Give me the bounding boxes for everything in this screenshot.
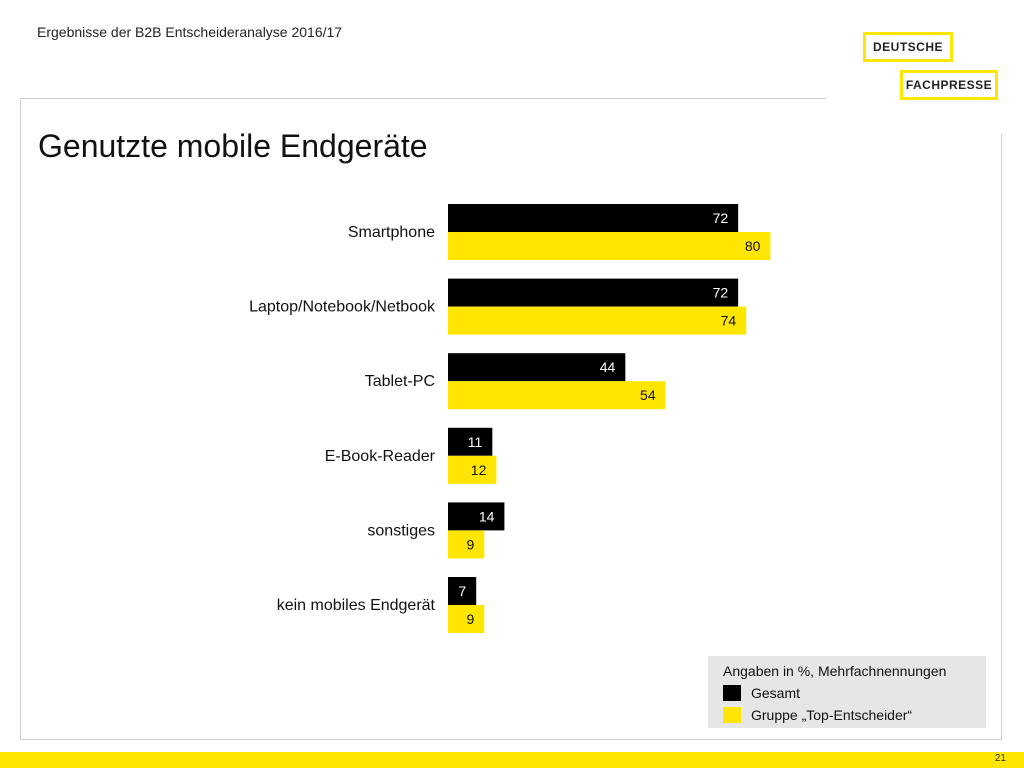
header-text: Ergebnisse der B2B Entscheideranalyse 20… [37,24,343,40]
data-label: 11 [468,434,483,450]
bar-top [448,306,747,335]
bar-gesamt [448,278,739,307]
legend-label-top: Gruppe „Top-Entscheider“ [751,707,913,723]
data-label: 9 [466,536,474,552]
content-frame [20,98,1002,740]
bar-top [448,232,771,260]
footer-bar: 21 [0,752,1024,768]
bar-gesamt [448,427,493,456]
data-label: 54 [640,387,656,403]
legend-item-top: Gruppe „Top-Entscheider“ [723,707,912,723]
data-label: 7 [458,583,466,599]
data-label: 72 [713,285,729,301]
bar-top [448,530,485,559]
category-label: Laptop/Notebook/Netbook [249,299,436,316]
legend-swatch-gesamt [723,685,741,701]
category-label: E-Book-Reader [325,448,436,465]
category-label: Smartphone [348,224,435,241]
logo-line-2: FACHPRESSE [900,70,998,100]
bar-top [448,455,497,484]
data-label: 74 [721,313,737,329]
data-label: 44 [600,359,616,375]
bar-top [448,605,485,633]
bar-gesamt [448,577,477,605]
legend-item-gesamt: Gesamt [723,685,800,701]
data-label: 14 [479,508,495,524]
page-number: 21 [994,753,1006,764]
data-label: 72 [713,210,729,226]
legend: Angaben in %, Mehrfachnennungen Gesamt G… [708,656,986,728]
data-label: 12 [471,462,487,478]
category-label: kein mobiles Endgerät [277,597,436,614]
bar-gesamt [448,502,505,531]
legend-swatch-top [723,707,741,723]
legend-label-gesamt: Gesamt [751,685,801,701]
bar-gesamt [448,204,739,232]
deutsche-fachpresse-logo: DEUTSCHE FACHPRESSE [858,30,1008,102]
bar-top [448,381,666,410]
category-label: sonstiges [367,522,435,539]
data-label: 80 [745,238,761,254]
bar-gesamt [448,353,626,382]
data-label: 9 [466,611,474,627]
slide-title: Genutzte mobile Endgeräte [38,128,428,164]
legend-note: Angaben in %, Mehrfachnennungen [723,663,947,679]
category-label: Tablet-PC [365,373,435,390]
logo-line-1: DEUTSCHE [863,32,953,62]
